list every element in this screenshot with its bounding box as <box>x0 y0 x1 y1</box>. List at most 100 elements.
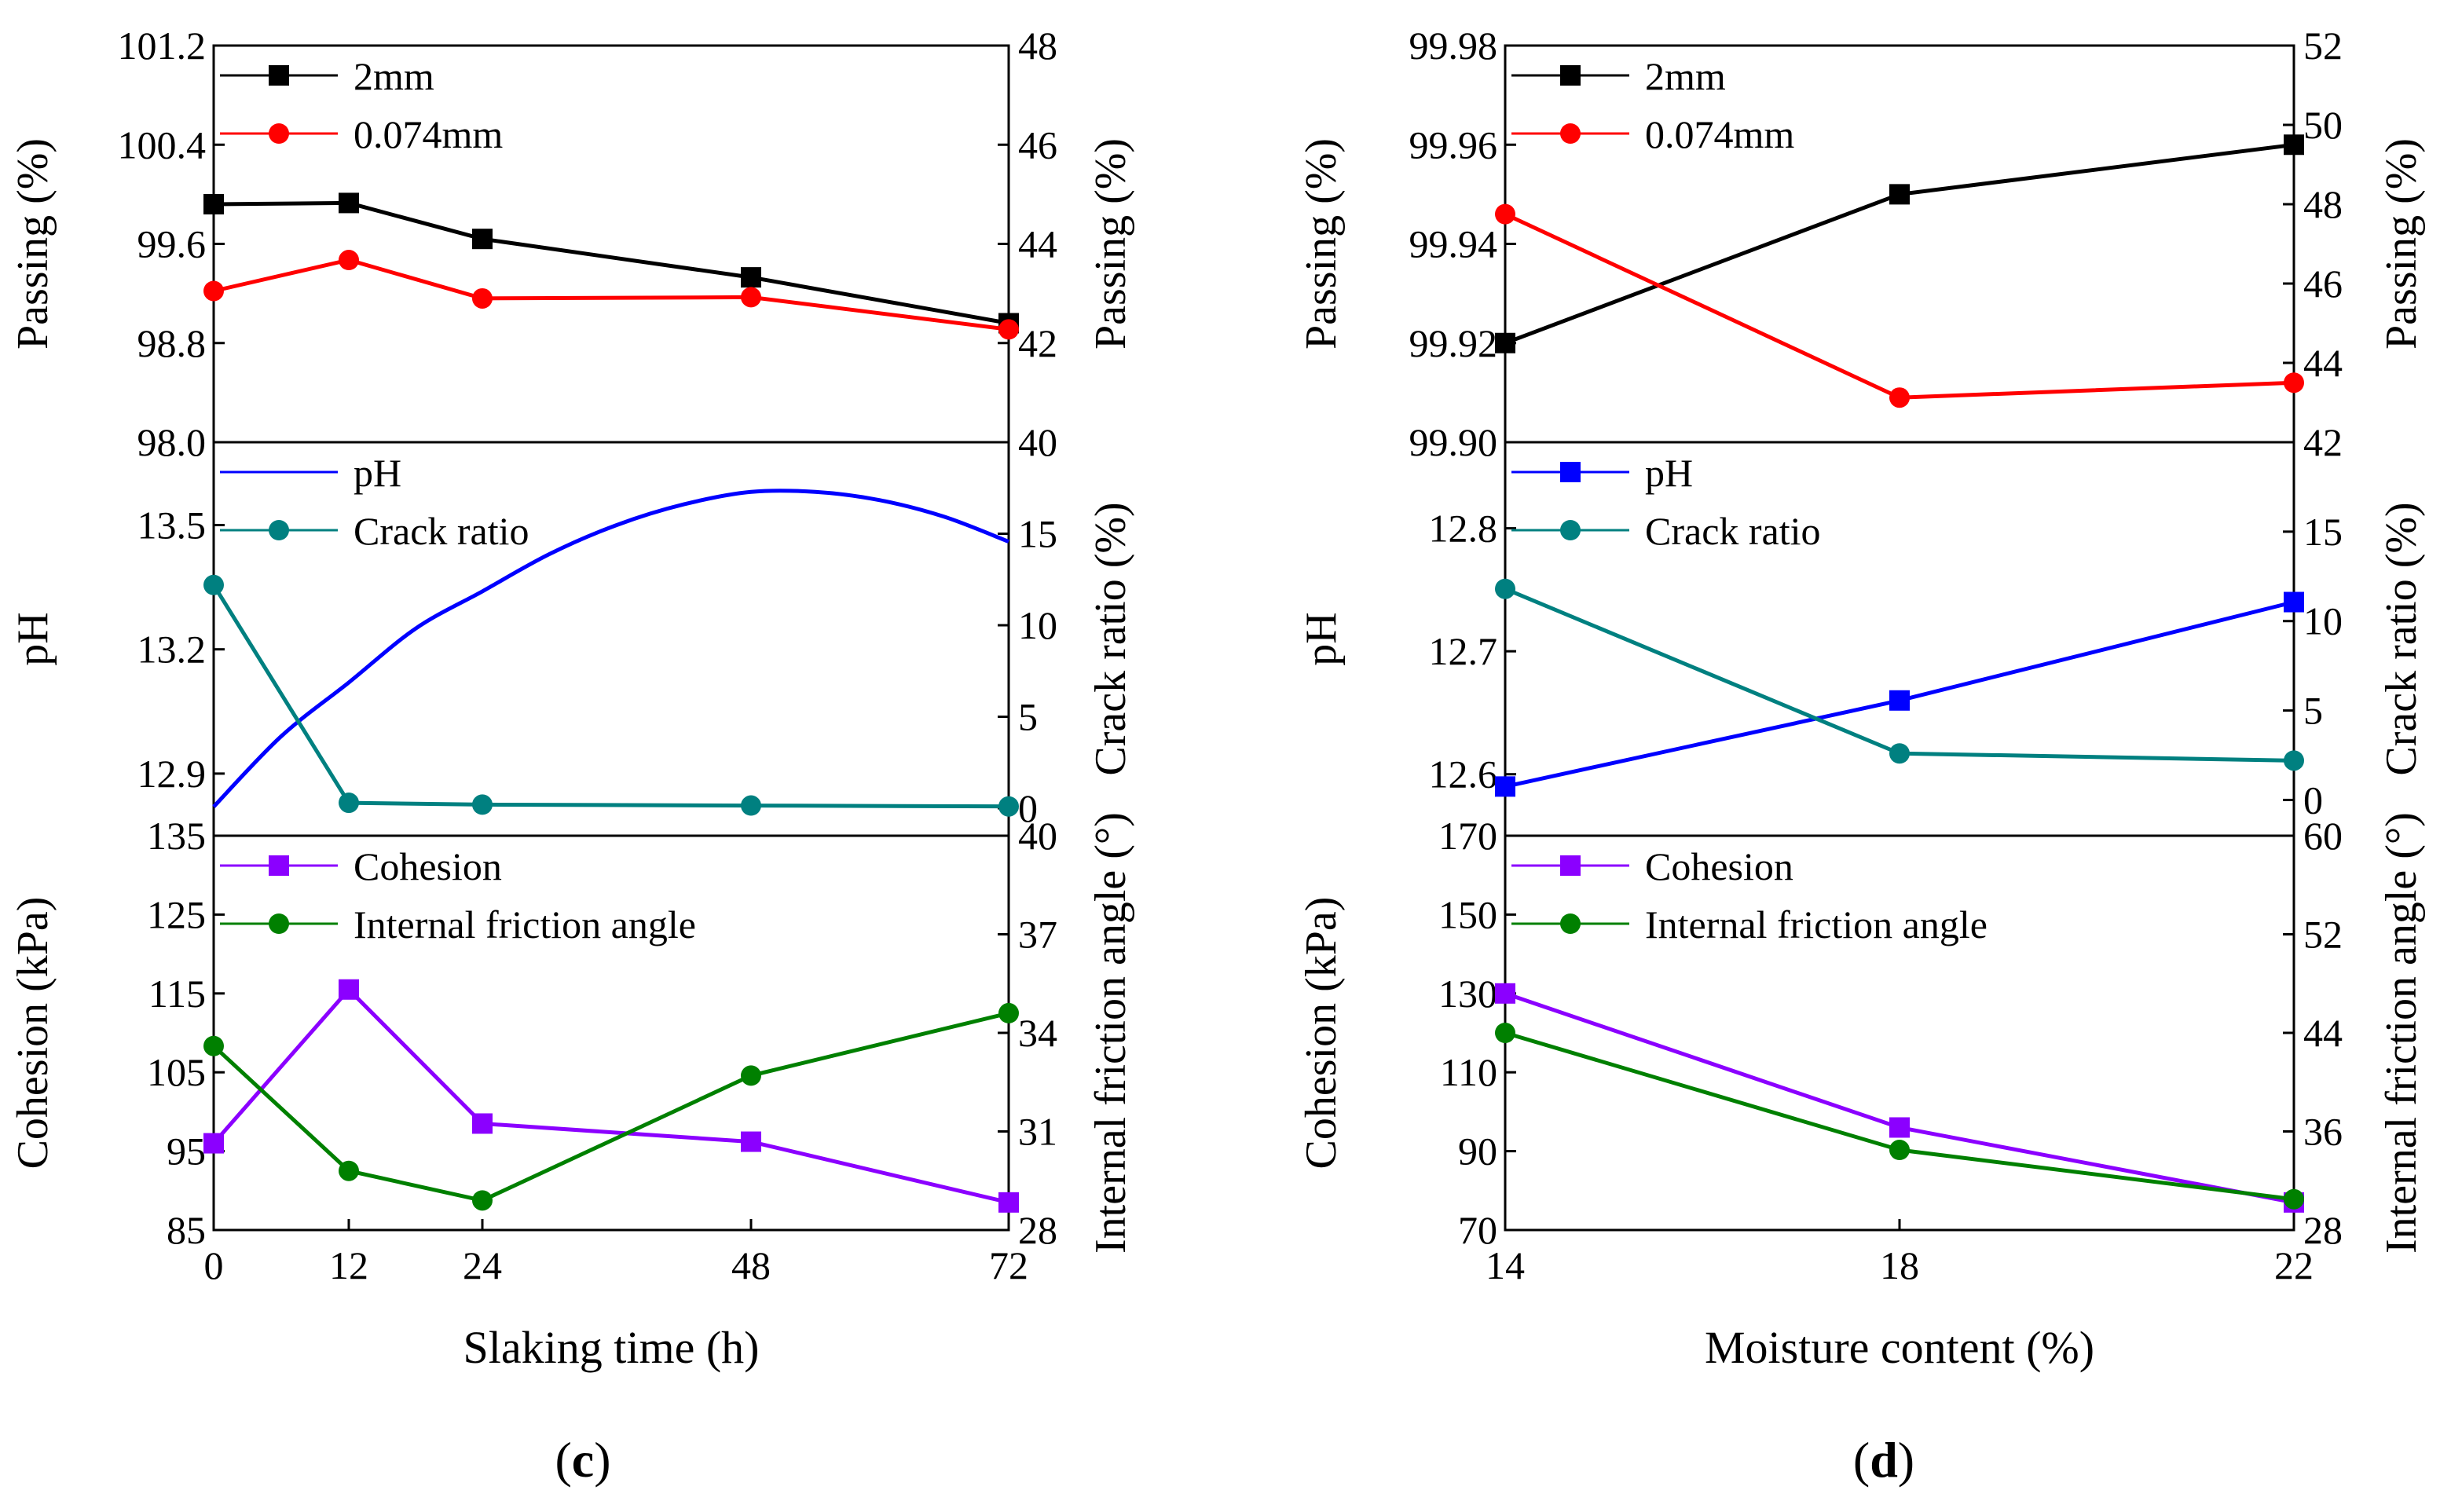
right-tick-label: 40 <box>1018 420 1057 464</box>
right-axis-label: Passing (%) <box>2377 138 2426 350</box>
data-point-crack-ratio <box>1495 578 1515 599</box>
panel-label: (d) <box>1853 1432 1914 1488</box>
left-tick-label: 98.8 <box>137 321 207 365</box>
data-point-ph <box>1889 690 1910 711</box>
left-axis-label: pH <box>9 612 57 665</box>
subplot-c-1: 98.0 98.8 99.6 100.4 101.2 40 42 44 46 48 Passing … <box>9 24 1135 464</box>
legend-marker-cohesion <box>1560 855 1581 876</box>
legend-label-0-074mm: 0.074mm <box>354 112 503 156</box>
right-tick-label: 0 <box>2303 778 2323 822</box>
subplot-c-2: 12.9 13.2 13.5 0 5 10 15 pH Crack ratio (%) pH Cra… <box>9 441 1135 837</box>
left-tick-label: 13.5 <box>137 503 207 547</box>
data-point-0-074mm <box>1495 203 1515 225</box>
left-tick-label: 90 <box>1458 1129 1497 1173</box>
right-tick-label: 10 <box>1018 603 1057 647</box>
data-point-crack-ratio <box>2284 750 2304 771</box>
data-point-0-074mm <box>472 287 493 309</box>
data-point-internal-friction-angle <box>1889 1140 1910 1161</box>
x-tick-label: 24 <box>463 1243 502 1287</box>
legend-label-crack-ratio: Crack ratio <box>1645 509 1821 553</box>
series-line-0-074mm <box>213 258 1009 331</box>
left-tick-label: 98.0 <box>137 420 207 464</box>
series-line-crack-ratio <box>1504 587 2295 763</box>
chart-panel-d: 99.9099.9299.9499.9699.98424446485052Pas… <box>1297 24 2426 1488</box>
legend-label-2mm: 2mm <box>1645 54 1726 98</box>
left-tick-label: 105 <box>147 1050 206 1094</box>
right-tick-label: 44 <box>2303 1011 2343 1055</box>
right-tick-label: 34 <box>1018 1011 1057 1055</box>
plot-frame <box>212 834 1010 1232</box>
subplot-d-1: 99.90 99.92 99.94 99.96 99.98 42 44 46 48 50 52 Pas… <box>1297 24 2426 464</box>
left-axis-label: Cohesion (kPa) <box>1297 897 1346 1170</box>
right-tick-label: 15 <box>2303 510 2343 554</box>
left-tick-label: 12.6 <box>1429 752 1498 796</box>
series-line-ph <box>212 489 1009 808</box>
plot-frame <box>1504 44 2295 444</box>
right-tick-label: 42 <box>2303 420 2343 464</box>
right-tick-label: 40 <box>1018 814 1057 858</box>
left-tick-label: 12.7 <box>1429 629 1498 673</box>
right-tick-label: 37 <box>1018 913 1057 957</box>
legend-label-2mm: 2mm <box>354 54 434 98</box>
data-point-2mm <box>203 194 224 214</box>
right-tick-label: 46 <box>2303 262 2343 306</box>
data-point-cohesion <box>203 1133 224 1154</box>
legend-label-0-074mm: 0.074mm <box>1645 112 1794 156</box>
right-tick-label: 44 <box>2303 341 2343 385</box>
data-point-cohesion <box>998 1192 1019 1213</box>
data-point-2mm <box>1495 332 1515 353</box>
right-tick-label: 42 <box>1018 321 1057 365</box>
data-point-crack-ratio <box>339 793 359 814</box>
right-tick-label: 52 <box>2303 913 2343 957</box>
data-point-0-074mm <box>998 319 1019 340</box>
subplot-d-3: 70 90 110 130 150 170 28 36 44 52 60 Cohesion (kPa)… <box>1297 812 2426 1254</box>
data-point-crack-ratio <box>741 795 761 816</box>
left-axis-label: Passing (%) <box>1297 138 1346 350</box>
data-point-cohesion <box>741 1131 761 1152</box>
data-point-internal-friction-angle <box>339 1160 359 1181</box>
data-point-cohesion <box>1495 983 1515 1004</box>
right-axis-label: Internal friction angle (°) <box>2377 812 2426 1254</box>
panel-label: (c) <box>555 1432 610 1488</box>
right-tick-label: 60 <box>2303 814 2343 858</box>
left-tick-label: 110 <box>1440 1050 1497 1094</box>
left-tick-label: 70 <box>1458 1208 1497 1252</box>
left-tick-label: 170 <box>1438 814 1497 858</box>
data-point-0-074mm <box>339 250 359 271</box>
right-tick-label: 28 <box>2303 1208 2343 1252</box>
data-point-internal-friction-angle <box>741 1065 761 1086</box>
data-point-internal-friction-angle <box>472 1190 493 1211</box>
left-tick-label: 12.8 <box>1429 507 1498 551</box>
legend-label-cohesion: Cohesion <box>354 844 502 888</box>
right-tick-label: 15 <box>1018 512 1057 556</box>
right-tick-label: 44 <box>1018 222 1057 266</box>
data-point-crack-ratio <box>1889 743 1910 764</box>
x-tick-label: 72 <box>989 1243 1028 1287</box>
x-axis-title: Slaking time (h) <box>463 1322 760 1373</box>
x-tick-label: 12 <box>329 1243 368 1287</box>
legend-label-cohesion: Cohesion <box>1645 844 1793 888</box>
right-axis-label: Crack ratio (%) <box>1086 502 1135 775</box>
data-point-crack-ratio <box>472 794 493 815</box>
legend-label-crack-ratio: Crack ratio <box>354 509 529 553</box>
series-line-0-074mm <box>1504 212 2295 400</box>
left-tick-label: 99.96 <box>1409 123 1498 167</box>
right-tick-label: 48 <box>1018 24 1057 68</box>
legend-marker-crack-ratio <box>269 520 289 540</box>
data-point-cohesion <box>472 1113 493 1134</box>
right-tick-label: 5 <box>2303 689 2323 733</box>
left-tick-label: 100.4 <box>118 123 207 167</box>
right-tick-label: 31 <box>1018 1110 1057 1154</box>
left-tick-label: 101.2 <box>118 24 207 68</box>
left-tick-label: 99.98 <box>1409 24 1498 68</box>
legend-label-internal-friction-angle: Internal friction angle <box>1645 902 1988 946</box>
left-tick-label: 135 <box>147 814 206 858</box>
data-point-0-074mm <box>1889 387 1910 408</box>
left-tick-label: 99.6 <box>137 222 207 266</box>
legend-label-ph: pH <box>1645 451 1693 495</box>
series-line-cohesion <box>212 987 1009 1205</box>
x-tick-label: 22 <box>2274 1243 2314 1287</box>
legend-marker-0-074mm <box>269 123 289 144</box>
data-point-cohesion <box>339 979 359 1000</box>
data-point-internal-friction-angle <box>203 1035 224 1056</box>
